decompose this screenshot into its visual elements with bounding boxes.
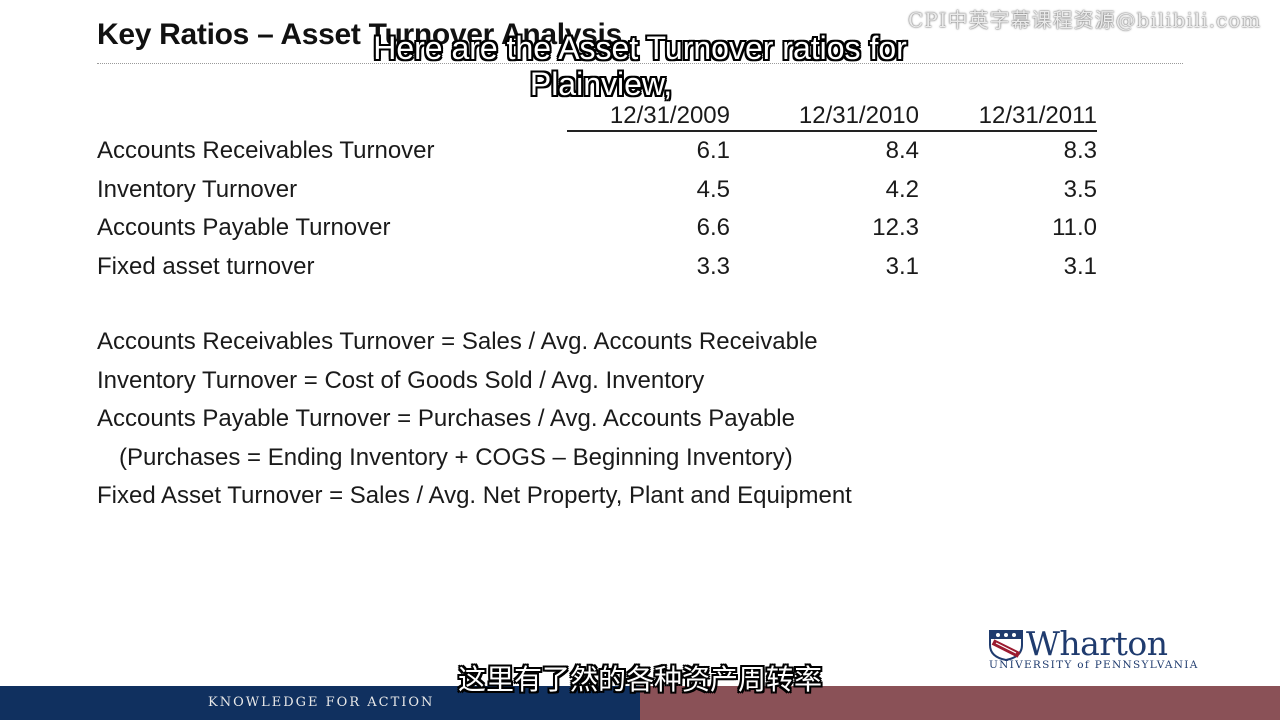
- column-header-2011: 12/31/2011: [919, 96, 1097, 132]
- caption-line-2: Plainview,: [529, 66, 673, 102]
- footer-tagline: KNOWLEDGE FOR ACTION: [208, 695, 435, 710]
- row-value: 3.1: [885, 252, 919, 280]
- formula-payables: Accounts Payable Turnover = Purchases / …: [97, 405, 795, 432]
- subtitle-caption-english: Here are the Asset Turnover ratios for P…: [0, 30, 1280, 102]
- table-row: Accounts Payable Turnover 6.6 12.3 11.0: [97, 209, 1097, 248]
- formula-inventory: Inventory Turnover = Cost of Goods Sold …: [97, 366, 705, 394]
- formula-receivables: Accounts Receivables Turnover = Sales / …: [97, 328, 818, 355]
- row-value: 3.3: [696, 252, 730, 280]
- watermark: CPI中英字幕课程资源@bilibili.com: [908, 8, 1262, 32]
- caption-line-1: Here are the Asset Turnover ratios for: [373, 30, 907, 66]
- row-value: 3.5: [1063, 175, 1097, 203]
- column-header-2010: 12/31/2010: [730, 96, 919, 132]
- penn-shield-icon: [989, 630, 1023, 661]
- row-label: Inventory Turnover: [97, 175, 298, 203]
- row-value: 3.1: [1063, 252, 1097, 280]
- row-value: 8.4: [885, 137, 919, 165]
- footer-bar-left: [0, 686, 640, 720]
- row-value: 11.0: [1052, 214, 1097, 242]
- logo-subtitle: UNIVERSITY of PENNSYLVANIA: [989, 659, 1199, 671]
- column-header-2009: 12/31/2009: [567, 96, 730, 132]
- row-label: Accounts Receivables Turnover: [97, 136, 435, 164]
- table-row: Inventory Turnover 4.5 4.2 3.5: [97, 171, 1097, 210]
- ratio-table: 12/31/2009 12/31/2010 12/31/2011 Account…: [97, 96, 1097, 286]
- formula-fixed-asset: Fixed Asset Turnover = Sales / Avg. Net …: [97, 482, 852, 509]
- row-value: 12.3: [872, 214, 919, 242]
- row-label: Fixed asset turnover: [97, 252, 315, 280]
- table-header-row: 12/31/2009 12/31/2010 12/31/2011: [97, 96, 1097, 132]
- logo-wordmark: Wharton: [1026, 624, 1168, 663]
- row-value: 6.6: [696, 214, 730, 242]
- row-value: 6.1: [696, 137, 730, 165]
- row-label: Accounts Payable Turnover: [97, 214, 391, 242]
- formula-list: Accounts Receivables Turnover = Sales / …: [97, 323, 852, 516]
- slide-title: Key Ratios – Asset Turnover Analysis: [97, 18, 622, 51]
- formula-purchases-note: (Purchases = Ending Inventory + COGS – B…: [119, 443, 793, 471]
- footer-bar-right: [640, 686, 1280, 720]
- row-value: 4.2: [885, 175, 919, 203]
- wharton-logo: Wharton UNIVERSITY of PENNSYLVANIA: [988, 624, 1197, 674]
- row-value: 8.3: [1063, 137, 1097, 165]
- row-value: 4.5: [696, 175, 730, 203]
- table-row: Fixed asset turnover 3.3 3.1 3.1: [97, 248, 1097, 287]
- title-divider: [97, 63, 1183, 64]
- table-row: Accounts Receivables Turnover 6.1 8.4 8.…: [97, 131, 1097, 171]
- subtitle-caption-chinese: 这里有了然的各种资产周转率: [457, 664, 822, 695]
